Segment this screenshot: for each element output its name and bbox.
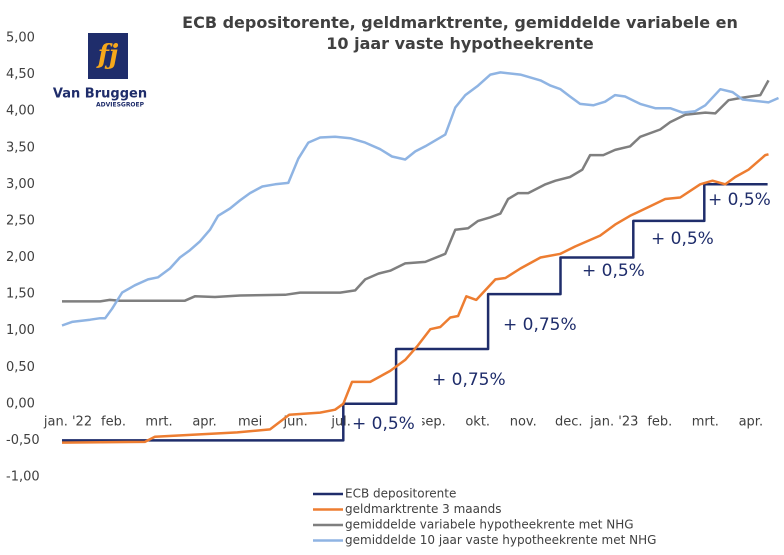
y-tick-label: 2,50 xyxy=(6,213,35,228)
annotation-bg xyxy=(649,228,721,250)
y-tick-label: 0,50 xyxy=(6,360,35,375)
x-tick-label: apr. xyxy=(739,414,764,429)
annotation-bg xyxy=(580,260,652,282)
x-tick-label: jun. xyxy=(283,414,308,429)
legend-label: geldmarktrente 3 maands xyxy=(345,502,501,516)
annotation: + 0,75% xyxy=(503,315,577,335)
y-tick-label: 1,00 xyxy=(6,323,35,338)
annotation: + 0,5% xyxy=(582,261,645,281)
y-tick-label: 3,50 xyxy=(6,140,35,155)
annotation-bg xyxy=(430,369,502,391)
annotation-bg xyxy=(350,413,422,435)
y-tick-label: 5,00 xyxy=(6,31,35,46)
x-tick-label: jul. xyxy=(330,414,351,429)
y-tick-label: -1,00 xyxy=(6,470,40,485)
x-tick-label: okt. xyxy=(465,414,490,429)
logo-badge xyxy=(88,33,128,79)
x-tick-label: mei xyxy=(238,414,262,429)
annotation-bg xyxy=(706,189,778,211)
y-tick-label: -0,50 xyxy=(6,433,40,448)
legend-label: ECB depositorente xyxy=(345,487,456,501)
series-line xyxy=(61,153,769,444)
y-tick-label: 2,00 xyxy=(6,250,35,265)
annotation: + 0,75% xyxy=(432,370,506,390)
x-tick-label: dec. xyxy=(555,414,583,429)
x-tick-label: mrt. xyxy=(145,414,172,429)
y-tick-label: 4,50 xyxy=(6,67,35,82)
y-tick-label: 0,00 xyxy=(6,396,35,411)
legend-label: gemiddelde variabele hypotheekrente met … xyxy=(345,518,634,532)
x-tick-label: feb. xyxy=(647,414,672,429)
legend-label: gemiddelde 10 jaar vaste hypotheekrente … xyxy=(345,533,656,547)
series-line xyxy=(62,79,770,303)
annotation: + 0,5% xyxy=(708,190,771,210)
annotation: + 0,5% xyxy=(352,414,415,434)
x-tick-label: apr. xyxy=(192,414,217,429)
logo-sub: ADVIESGROEP xyxy=(96,102,145,109)
logo-mark: fj xyxy=(96,40,119,70)
chart-title: ECB depositorente, geldmarktrente, gemid… xyxy=(182,13,738,53)
logo-name: Van Bruggen xyxy=(53,87,147,102)
series-line xyxy=(61,71,780,327)
annotation-bg xyxy=(501,314,573,336)
x-tick-label: feb. xyxy=(101,414,126,429)
x-tick-label: jan. '23 xyxy=(589,414,638,429)
logo: fj Van Bruggen ADVIESGROEP xyxy=(53,33,147,109)
y-tick-label: 1,50 xyxy=(6,287,35,302)
x-tick-label: jan. '22 xyxy=(43,414,92,429)
y-tick-label: 3,00 xyxy=(6,177,35,192)
y-tick-label: 4,00 xyxy=(6,104,35,119)
annotation: + 0,5% xyxy=(651,229,714,249)
series-line xyxy=(62,183,768,442)
x-tick-label: nov. xyxy=(510,414,537,429)
x-tick-label: mrt. xyxy=(692,414,719,429)
x-tick-label: sep. xyxy=(419,414,446,429)
